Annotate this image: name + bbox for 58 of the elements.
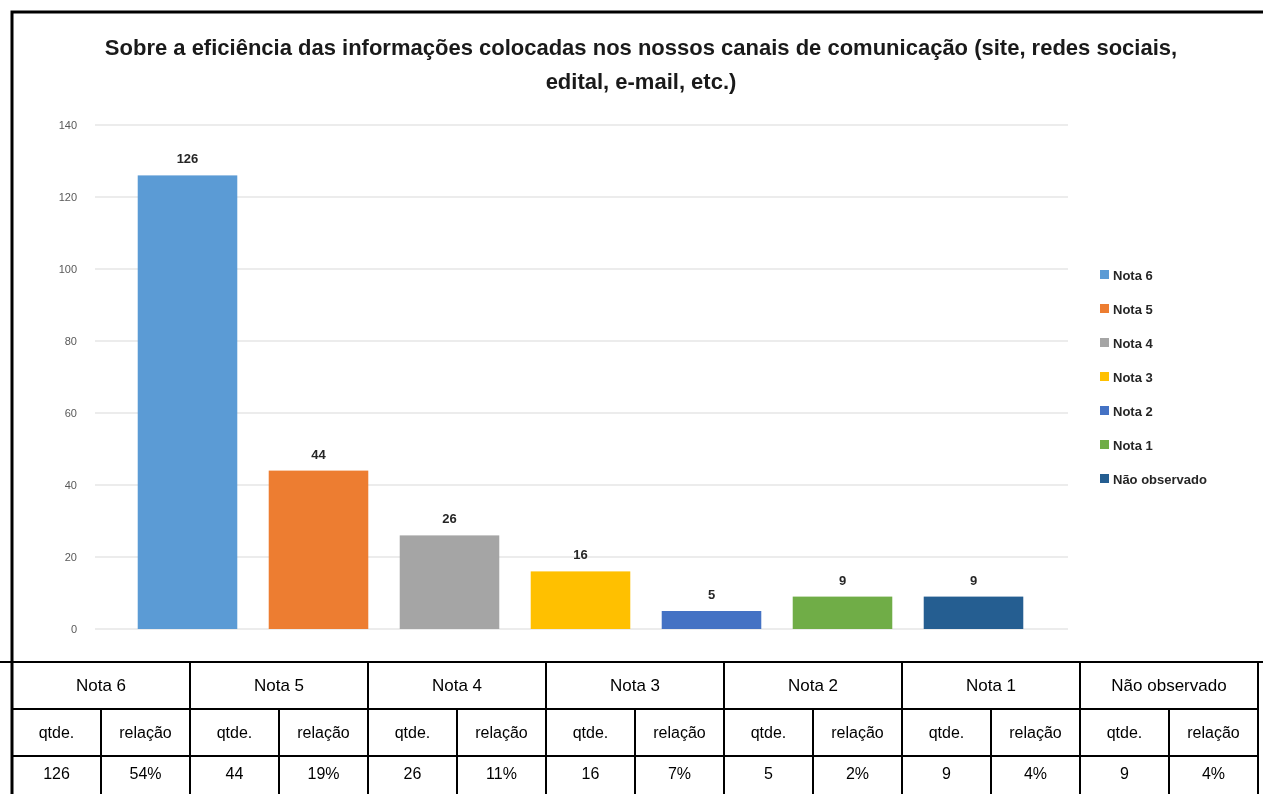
data-label: 44 [311, 446, 327, 462]
text: 44 [225, 764, 244, 782]
legend-label: Nota 5 [1113, 301, 1153, 317]
text: 19% [307, 764, 340, 782]
text: relação [653, 724, 706, 742]
text: 126 [43, 764, 70, 782]
legend-label: Nota 6 [1113, 267, 1153, 283]
text: 7% [667, 764, 692, 782]
data-label: 5 [707, 587, 716, 602]
y-tick-label: 140 [58, 118, 77, 131]
text: relação [297, 724, 350, 742]
y-tick-label: 40 [64, 478, 77, 491]
text: 2% [845, 764, 870, 782]
data-label: 16 [573, 547, 588, 563]
text: 54% [129, 764, 162, 782]
data-label: 9 [969, 572, 978, 588]
text: qtde. [38, 724, 75, 742]
text: 16 [581, 764, 600, 782]
y-tick-label: 0 [70, 622, 77, 635]
text: Nota 6 [75, 676, 127, 696]
y-tick-label: 20 [64, 550, 77, 563]
text: 11% [486, 764, 517, 782]
text: relação [119, 724, 172, 742]
text: qtde. [572, 724, 609, 742]
legend-label: Não observado [1113, 471, 1207, 487]
y-tick-label: 100 [58, 262, 77, 275]
text: 9 [1120, 764, 1130, 782]
text: relação [1009, 724, 1062, 742]
text: Nota 2 [787, 676, 839, 696]
legend-label: Nota 1 [1113, 437, 1153, 453]
text: relação [475, 724, 528, 742]
text: qtde. [928, 724, 965, 742]
y-tick-label: 120 [58, 190, 77, 203]
text: Nota 5 [253, 676, 305, 696]
chart-title: Sobre a eficiência das informações colocadas nos nossos canais de comunicação (site, redes sociais, edital, e-mail, etc.) [104, 35, 1178, 94]
y-tick-label: 80 [64, 334, 77, 347]
text: 4% [1023, 764, 1048, 782]
text: 9 [942, 764, 952, 782]
legend-label: Nota 3 [1113, 369, 1153, 385]
data-label: 26 [442, 511, 457, 527]
text: relação [1187, 724, 1240, 742]
data-label: 9 [838, 572, 847, 588]
legend-label: Nota 4 [1113, 335, 1154, 351]
text: qtde. [394, 724, 431, 742]
text: Não observado [1111, 676, 1227, 696]
data-label: 126 [176, 151, 199, 167]
text: qtde. [216, 724, 253, 742]
y-tick-label: 60 [64, 406, 77, 419]
text: Nota 4 [431, 676, 483, 696]
legend-label: Nota 2 [1113, 403, 1153, 419]
text: 26 [403, 764, 422, 782]
text: 5 [764, 764, 774, 782]
text: qtde. [750, 724, 787, 742]
text: Nota 3 [609, 676, 661, 696]
text: Nota 1 [965, 676, 1017, 696]
text: relação [831, 724, 884, 742]
text: qtde. [1106, 724, 1143, 742]
text: 4% [1201, 764, 1226, 782]
